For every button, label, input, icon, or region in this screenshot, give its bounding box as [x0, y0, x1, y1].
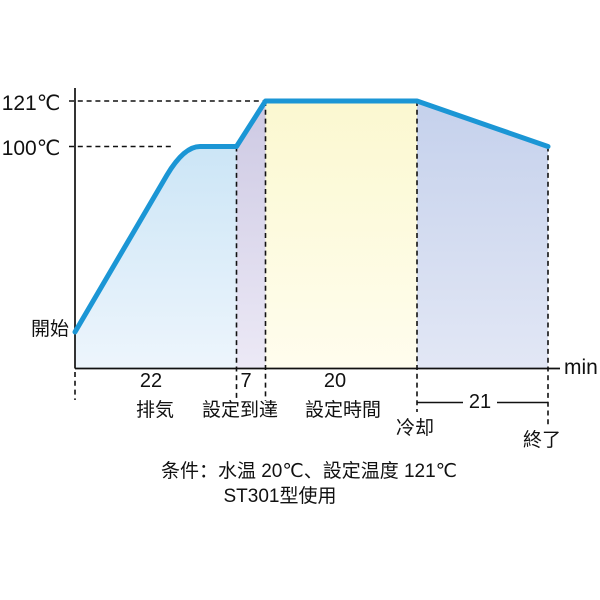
phase2-duration: 7	[240, 370, 252, 392]
phase4-duration: 21	[468, 391, 492, 413]
y-tick-121c: 121℃	[1, 92, 61, 115]
phase3-name: 設定時間	[304, 400, 381, 421]
condition-note-line2: ST301型使用	[223, 486, 337, 507]
temperature-curve	[72, 98, 551, 335]
sterilize-region-fill	[265, 101, 417, 368]
phase2-name: 設定到達	[201, 400, 278, 421]
start-label: 開始	[30, 319, 69, 340]
phase3-duration: 20	[323, 370, 347, 392]
phase4-name: 冷却	[395, 418, 434, 439]
y-tick-100c: 100℃	[1, 137, 61, 160]
phase1-name: 排気	[135, 400, 174, 421]
x-axis-unit: min	[564, 356, 598, 379]
phase1-duration: 22	[139, 370, 163, 392]
exhaust-region-fill	[75, 146, 237, 368]
cooling-region-fill	[417, 101, 548, 368]
heatup-region-fill	[236, 101, 266, 368]
end-label: 終了	[522, 430, 561, 451]
condition-note-line1: 条件：水温 20℃、設定温度 121℃	[160, 461, 458, 482]
